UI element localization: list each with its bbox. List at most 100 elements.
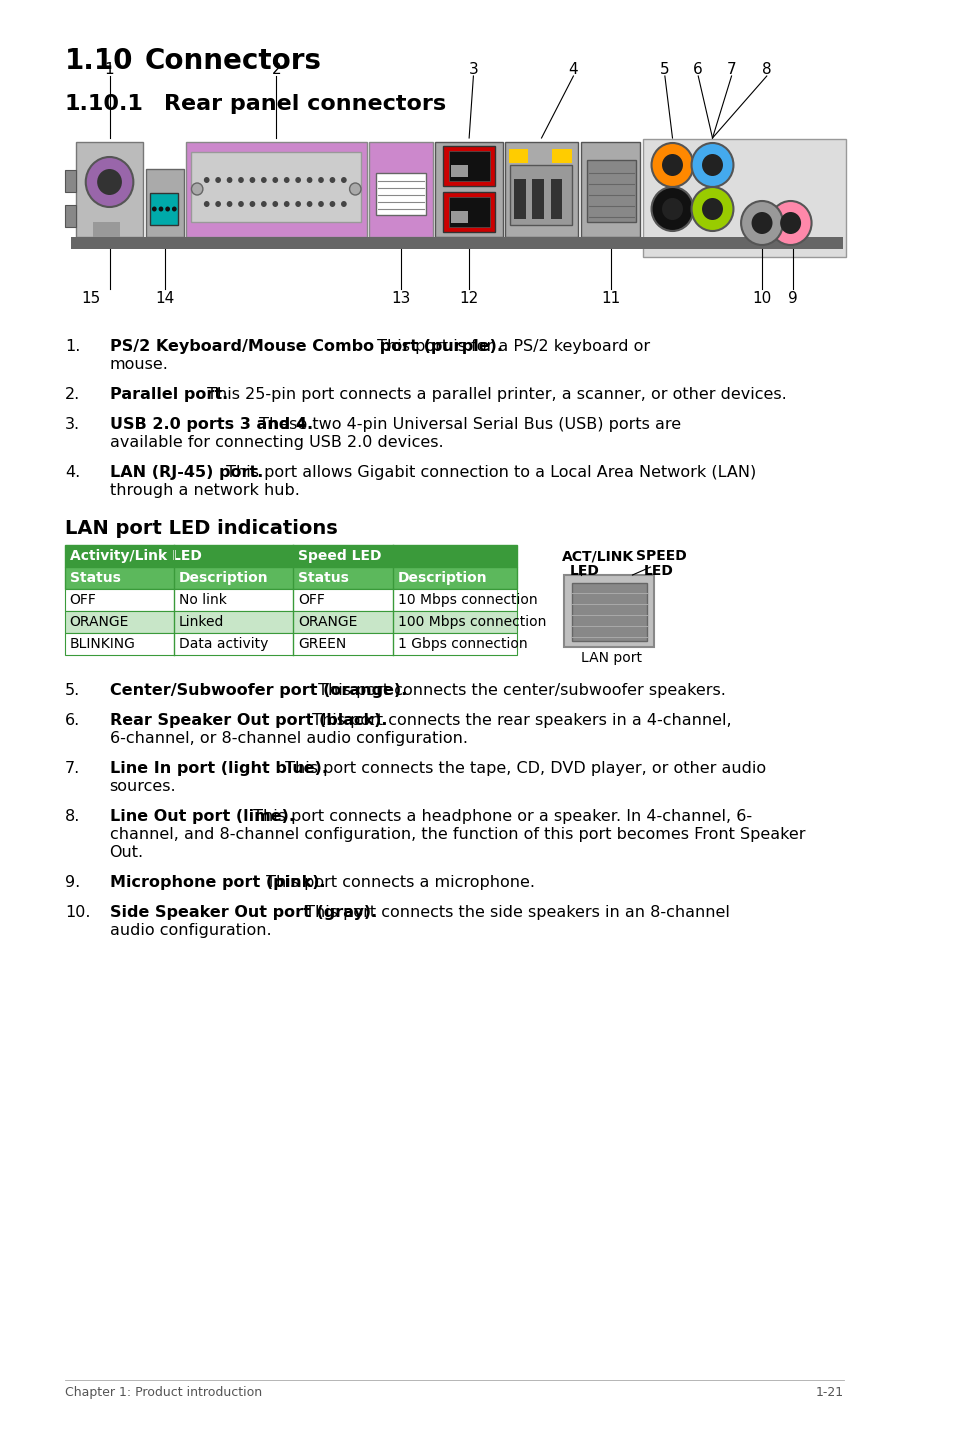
Text: Description: Description bbox=[397, 571, 487, 586]
Text: GREEN: GREEN bbox=[298, 637, 346, 652]
Text: 14: 14 bbox=[155, 291, 174, 306]
Circle shape bbox=[165, 206, 170, 212]
Circle shape bbox=[701, 155, 722, 176]
Bar bbox=[65, 611, 517, 633]
Text: mouse.: mouse. bbox=[110, 357, 169, 372]
Text: Rear panel connectors: Rear panel connectors bbox=[164, 95, 445, 115]
Circle shape bbox=[349, 183, 360, 195]
Text: Rear Speaker Out port (black).: Rear Speaker Out port (black). bbox=[110, 713, 387, 727]
Text: 100 Mbps connection: 100 Mbps connection bbox=[397, 614, 546, 629]
Circle shape bbox=[340, 178, 346, 183]
Bar bbox=[442, 146, 495, 186]
Text: Linked: Linked bbox=[179, 614, 224, 629]
Text: Data activity: Data activity bbox=[179, 637, 268, 652]
Circle shape bbox=[86, 158, 133, 208]
Bar bbox=[514, 179, 525, 219]
Text: This 25-pin port connects a parallel printer, a scanner, or other devices.: This 25-pin port connects a parallel pri… bbox=[201, 387, 785, 402]
Bar bbox=[448, 198, 489, 228]
Text: This port connects the tape, CD, DVD player, or other audio: This port connects the tape, CD, DVD pla… bbox=[280, 760, 766, 776]
Text: 7.: 7. bbox=[65, 760, 80, 776]
Text: 6: 6 bbox=[693, 62, 702, 77]
Text: This port connects the center/subwoofer speakers.: This port connects the center/subwoofer … bbox=[313, 683, 725, 697]
Bar bbox=[192, 152, 360, 222]
Text: OFF: OFF bbox=[70, 593, 96, 607]
Circle shape bbox=[261, 200, 267, 208]
Text: 11: 11 bbox=[600, 291, 619, 306]
Text: 15: 15 bbox=[81, 291, 100, 306]
Circle shape bbox=[751, 212, 772, 233]
Bar bbox=[552, 149, 571, 163]
Text: This port is for a PS/2 keyboard or: This port is for a PS/2 keyboard or bbox=[372, 339, 650, 354]
Circle shape bbox=[215, 200, 221, 208]
Text: Activity/Link LED: Activity/Link LED bbox=[70, 548, 201, 563]
Circle shape bbox=[317, 200, 323, 208]
Bar bbox=[368, 142, 433, 238]
Circle shape bbox=[701, 198, 722, 221]
Text: 3: 3 bbox=[468, 62, 477, 77]
Text: 10.: 10. bbox=[65, 905, 91, 919]
Bar bbox=[65, 205, 76, 228]
Circle shape bbox=[204, 178, 210, 183]
Text: 4.: 4. bbox=[65, 465, 80, 480]
Text: 4: 4 bbox=[568, 62, 578, 77]
Circle shape bbox=[661, 155, 682, 176]
Text: LAN port: LAN port bbox=[580, 652, 641, 664]
Bar bbox=[450, 165, 467, 178]
Bar bbox=[65, 170, 76, 192]
Text: 1 Gbps connection: 1 Gbps connection bbox=[397, 637, 527, 652]
Circle shape bbox=[340, 200, 346, 208]
Circle shape bbox=[284, 200, 290, 208]
Text: Line Out port (lime).: Line Out port (lime). bbox=[110, 809, 294, 823]
Text: These two 4-pin Universal Serial Bus (USB) ports are: These two 4-pin Universal Serial Bus (US… bbox=[253, 417, 680, 432]
Text: LED: LED bbox=[643, 564, 673, 579]
Text: LED: LED bbox=[569, 564, 598, 579]
Circle shape bbox=[192, 183, 203, 195]
Circle shape bbox=[295, 200, 301, 208]
Text: 5: 5 bbox=[659, 62, 669, 77]
Circle shape bbox=[215, 178, 221, 183]
Bar bbox=[375, 173, 425, 215]
Circle shape bbox=[158, 206, 163, 212]
Bar bbox=[65, 567, 517, 589]
Bar bbox=[65, 633, 517, 654]
Text: 9.: 9. bbox=[65, 875, 80, 891]
Text: No link: No link bbox=[179, 593, 227, 607]
Bar bbox=[435, 142, 502, 238]
Circle shape bbox=[329, 178, 335, 183]
Text: Status: Status bbox=[70, 571, 120, 586]
Text: Side Speaker Out port (gray).: Side Speaker Out port (gray). bbox=[110, 905, 376, 919]
Bar bbox=[580, 142, 639, 238]
Circle shape bbox=[273, 200, 278, 208]
Text: This port connects a microphone.: This port connects a microphone. bbox=[260, 875, 534, 891]
Text: 8: 8 bbox=[761, 62, 771, 77]
Circle shape bbox=[250, 200, 255, 208]
Text: Connectors: Connectors bbox=[145, 47, 321, 74]
Circle shape bbox=[238, 178, 244, 183]
Circle shape bbox=[273, 178, 278, 183]
Bar bbox=[550, 179, 561, 219]
Circle shape bbox=[780, 212, 801, 233]
Text: 1.: 1. bbox=[65, 339, 80, 354]
Text: Microphone port (pink).: Microphone port (pink). bbox=[110, 875, 325, 891]
Circle shape bbox=[651, 143, 693, 188]
Text: 8.: 8. bbox=[65, 809, 80, 823]
Text: This port allows Gigabit connection to a Local Area Network (LAN): This port allows Gigabit connection to a… bbox=[221, 465, 756, 480]
Text: 12: 12 bbox=[459, 291, 478, 306]
Bar bbox=[532, 179, 543, 219]
Bar bbox=[450, 211, 467, 223]
Bar bbox=[508, 149, 527, 163]
Text: 9: 9 bbox=[787, 291, 797, 306]
Text: This port connects a headphone or a speaker. In 4-channel, 6-: This port connects a headphone or a spea… bbox=[248, 809, 751, 823]
Bar bbox=[76, 142, 143, 238]
Text: 6.: 6. bbox=[65, 713, 80, 727]
Bar bbox=[504, 142, 578, 238]
Text: Line In port (light blue).: Line In port (light blue). bbox=[110, 760, 327, 776]
Text: BLINKING: BLINKING bbox=[70, 637, 135, 652]
Text: channel, and 8-channel configuration, the function of this port becomes Front Sp: channel, and 8-channel configuration, th… bbox=[110, 828, 804, 842]
Circle shape bbox=[307, 200, 312, 208]
Text: 1.10: 1.10 bbox=[65, 47, 133, 74]
Text: 5.: 5. bbox=[65, 683, 80, 697]
Text: 7: 7 bbox=[726, 62, 736, 77]
Circle shape bbox=[295, 178, 301, 183]
Circle shape bbox=[661, 198, 682, 221]
